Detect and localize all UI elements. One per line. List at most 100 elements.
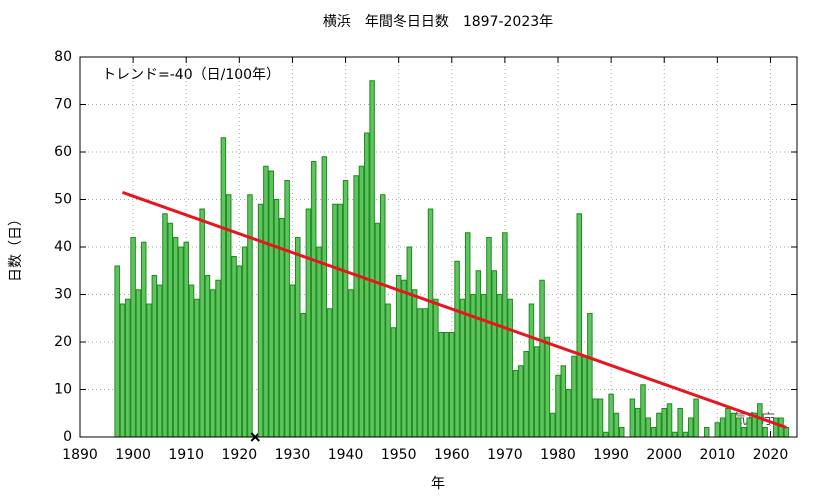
bar (326, 308, 333, 438)
x-tick-label: 1970 (487, 447, 523, 463)
bar (427, 208, 434, 438)
x-tick-label: 2020 (753, 447, 789, 463)
bar (634, 408, 641, 438)
bar (204, 275, 211, 438)
bar (438, 332, 444, 438)
bar (502, 232, 508, 438)
bar (608, 393, 614, 438)
x-tick-label: 1890 (62, 447, 98, 463)
bar (342, 180, 349, 438)
y-axis-label: 日数（日） (8, 212, 24, 282)
bar (321, 156, 328, 438)
bar (358, 165, 365, 438)
bar (406, 246, 413, 438)
bar (544, 336, 551, 438)
x-axis-label: 年 (431, 476, 445, 492)
bar (533, 346, 540, 438)
bar (565, 389, 572, 438)
bar (337, 203, 344, 438)
bar (581, 355, 588, 438)
bar (188, 284, 195, 438)
bar (560, 365, 567, 438)
bar (156, 284, 163, 438)
bar (491, 270, 498, 438)
bar (618, 427, 625, 438)
bar (539, 279, 545, 438)
bar (215, 279, 221, 438)
bar (714, 422, 721, 438)
bar (284, 180, 290, 438)
bar (395, 275, 402, 438)
bar (119, 303, 126, 438)
bar (741, 427, 747, 438)
bar (210, 289, 216, 438)
bar (682, 431, 689, 438)
bar (592, 398, 598, 438)
bar (555, 374, 561, 438)
bar (167, 222, 174, 438)
trend-line (121, 190, 787, 429)
bar (613, 412, 620, 438)
plot-frame (79, 56, 798, 438)
bar (220, 137, 227, 438)
bar (353, 175, 359, 438)
bar (518, 365, 524, 438)
bar (194, 298, 200, 438)
bar (645, 417, 652, 438)
bar (762, 427, 768, 438)
bar (231, 256, 237, 438)
bar (162, 213, 168, 438)
bar (300, 313, 306, 438)
x-tick-label: 1930 (275, 447, 311, 463)
bar (151, 275, 158, 438)
y-tick-label: 50 (54, 192, 72, 208)
bar (719, 417, 726, 438)
bar (433, 298, 439, 438)
y-tick-label: 60 (54, 144, 72, 160)
bar (693, 398, 699, 438)
y-tick-label: 40 (54, 239, 72, 255)
bar (348, 289, 354, 438)
bar (666, 403, 673, 438)
bar (374, 222, 381, 438)
bar (268, 170, 274, 438)
bar (576, 213, 583, 438)
bar (247, 194, 253, 438)
bar (199, 208, 205, 438)
bar (279, 218, 285, 438)
bar (475, 270, 482, 438)
bar (650, 427, 657, 438)
x-tick-label: 1920 (222, 447, 258, 463)
bar (332, 203, 338, 438)
bar (172, 237, 179, 438)
bar (523, 351, 529, 438)
annotation: トレンド=-40（日/100年） (102, 67, 280, 83)
bar (305, 208, 312, 438)
bar (178, 246, 184, 438)
bar (263, 165, 269, 438)
y-tick-label: 80 (54, 49, 72, 65)
bar (528, 303, 535, 438)
bar (390, 327, 397, 438)
bar (597, 398, 604, 438)
bar (422, 308, 428, 438)
bar (459, 298, 466, 438)
x-tick-label: 1990 (593, 447, 629, 463)
bar (401, 279, 407, 438)
bar (417, 308, 423, 438)
bar (273, 199, 280, 438)
bar (507, 298, 513, 438)
y-tick-label: 30 (54, 287, 72, 303)
bar (688, 417, 694, 438)
bar (656, 412, 662, 438)
bar (310, 161, 317, 438)
y-tick-label: 10 (54, 382, 72, 398)
chart-title: 横浜 年間冬日日数 1897-2023年 (323, 14, 553, 30)
bar (443, 332, 450, 438)
bar (289, 284, 296, 438)
y-tick-label: 20 (54, 334, 72, 350)
bar (294, 237, 301, 438)
bar (183, 241, 189, 438)
bar (411, 289, 418, 438)
bar (603, 431, 609, 438)
